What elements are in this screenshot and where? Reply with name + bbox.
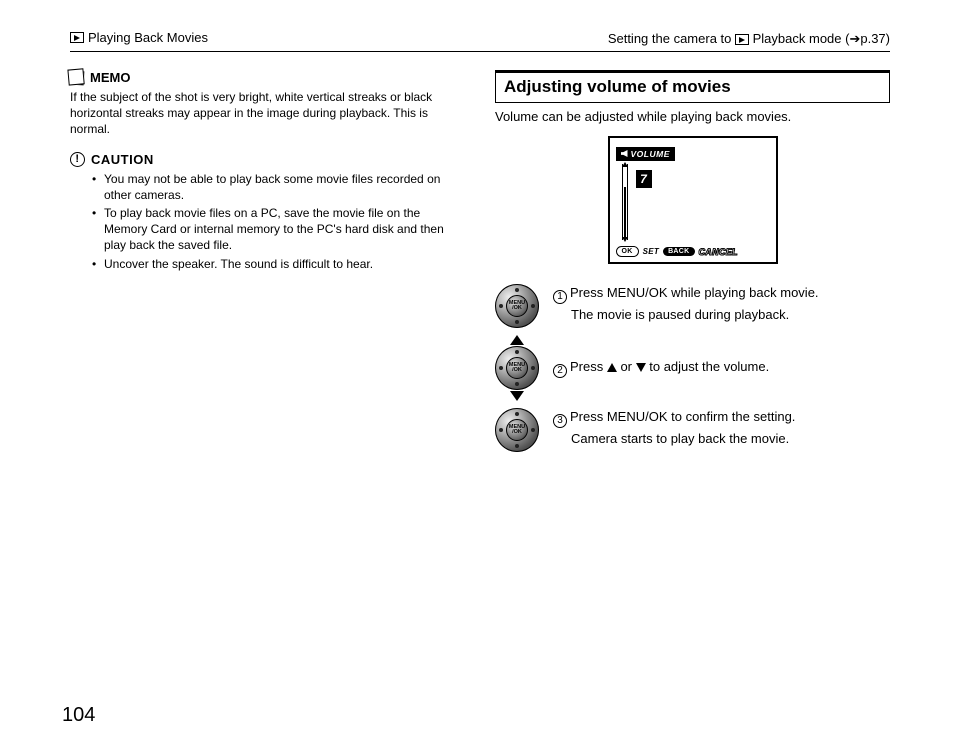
lcd-screen: VOLUME 7 OK SET BACK CANCEL: [608, 136, 778, 264]
control-dial: MENU /OK: [495, 408, 539, 452]
caution-heading: ! CAUTION: [70, 152, 465, 167]
step-row: MENU /OK 3Press MENU/OK to confirm the s…: [495, 408, 890, 452]
step-line-mid: or: [617, 359, 636, 374]
volume-label: VOLUME: [616, 147, 675, 161]
right-column: Adjusting volume of movies Volume can be…: [495, 70, 890, 470]
volume-bar: [622, 164, 628, 240]
step-line: Press MENU/OK to confirm the setting.: [570, 409, 795, 424]
control-dial: MENU /OK: [495, 284, 539, 328]
step-line-post: to adjust the volume.: [646, 359, 770, 374]
manual-page: Playing Back Movies Setting the camera t…: [70, 30, 890, 470]
triangle-down-icon: [622, 237, 628, 242]
volume-label-text: VOLUME: [631, 149, 670, 159]
triangle-down-icon: [510, 391, 524, 401]
left-column: MEMO If the subject of the shot is very …: [70, 70, 465, 470]
dial-center-button: MENU /OK: [506, 357, 528, 379]
header-right-prefix: Setting the camera to: [608, 31, 735, 46]
header-page-ref: p.37): [860, 31, 890, 46]
memo-heading: MEMO: [70, 70, 465, 85]
triangle-up-icon: [607, 363, 617, 372]
page-header: Playing Back Movies Setting the camera t…: [70, 30, 890, 52]
dial-center-button: MENU /OK: [506, 295, 528, 317]
volume-fill: [624, 187, 626, 240]
step-number: 3: [553, 414, 567, 428]
content-columns: MEMO If the subject of the shot is very …: [70, 70, 890, 470]
step-line: Camera starts to play back the movie.: [553, 430, 795, 449]
set-label: SET: [643, 247, 659, 256]
step-number: 1: [553, 290, 567, 304]
step-line: Press MENU/OK while playing back movie.: [570, 285, 819, 300]
caution-item: You may not be able to play back some mo…: [94, 171, 465, 203]
memo-icon: [70, 70, 85, 85]
caution-item: To play back movie files on a PC, save t…: [94, 205, 465, 254]
caution-heading-text: CAUTION: [91, 152, 154, 167]
playback-icon: [735, 34, 749, 45]
header-right-suffix: Playback mode (: [753, 31, 850, 46]
step-row: MENU /OK 1Press MENU/OK while playing ba…: [495, 284, 890, 328]
step-line-pre: Press: [570, 359, 607, 374]
arrow-right-icon: ➔: [849, 31, 860, 46]
step-number: 2: [553, 364, 567, 378]
dial-center-button: MENU /OK: [506, 419, 528, 441]
step-text: 3Press MENU/OK to confirm the setting. C…: [553, 408, 795, 449]
header-right: Setting the camera to Playback mode (➔p.…: [608, 31, 890, 47]
header-left: Playing Back Movies: [70, 30, 208, 45]
steps-list: MENU /OK 1Press MENU/OK while playing ba…: [495, 284, 890, 452]
triangle-down-icon: [636, 363, 646, 372]
section-title: Adjusting volume of movies: [495, 70, 890, 103]
header-left-text: Playing Back Movies: [88, 30, 208, 45]
memo-body: If the subject of the shot is very brigh…: [70, 89, 465, 138]
lcd-footer: OK SET BACK CANCEL: [616, 246, 738, 257]
cancel-label: CANCEL: [699, 247, 738, 257]
speaker-icon: [621, 150, 628, 157]
control-dial: MENU /OK: [495, 346, 539, 390]
page-number: 104: [62, 704, 95, 727]
memo-heading-text: MEMO: [90, 70, 130, 85]
back-pill: BACK: [663, 247, 694, 256]
step-row: MENU /OK 2Press or to adjust the volume.: [495, 346, 890, 390]
volume-value: 7: [636, 170, 652, 188]
ok-pill: OK: [616, 246, 639, 257]
playback-icon: [70, 32, 84, 43]
lcd-illustration-wrap: VOLUME 7 OK SET BACK CANCEL: [495, 136, 890, 264]
step-text: 1Press MENU/OK while playing back movie.…: [553, 284, 819, 325]
volume-track: [622, 164, 628, 240]
triangle-up-icon: [510, 335, 524, 345]
step-line: The movie is paused during playback.: [553, 306, 819, 325]
section-intro: Volume can be adjusted while playing bac…: [495, 109, 890, 124]
caution-item: Uncover the speaker. The sound is diffic…: [94, 256, 465, 272]
caution-list: You may not be able to play back some mo…: [70, 171, 465, 272]
step-text: 2Press or to adjust the volume.: [553, 358, 769, 378]
caution-icon: !: [70, 152, 85, 167]
